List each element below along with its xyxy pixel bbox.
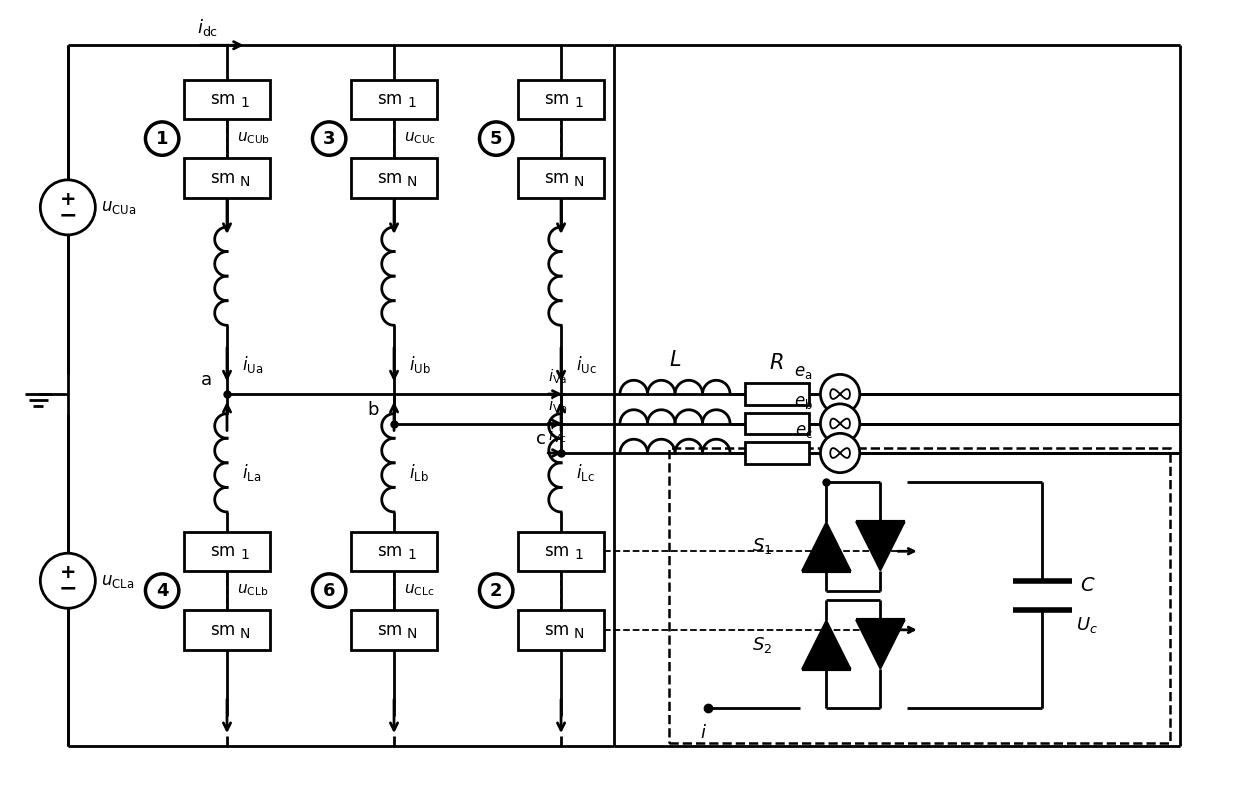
Text: $S_2$: $S_2$: [753, 634, 773, 654]
Text: 4: 4: [156, 581, 169, 599]
Text: $u_{\mathrm{CUc}}$: $u_{\mathrm{CUc}}$: [404, 131, 436, 146]
Text: $e_{\mathrm{a}}$: $e_{\mathrm{a}}$: [794, 364, 812, 381]
Bar: [518, 79, 604, 119]
Text: $e_{\mathrm{c}}$: $e_{\mathrm{c}}$: [795, 422, 812, 441]
Text: 1: 1: [241, 548, 249, 562]
Bar: [184, 611, 270, 649]
Text: 1: 1: [574, 548, 583, 562]
Text: $i_{\mathrm{Uc}}$: $i_{\mathrm{Uc}}$: [575, 354, 596, 375]
Circle shape: [312, 574, 346, 607]
Circle shape: [821, 375, 859, 414]
Bar: [351, 79, 438, 119]
Circle shape: [312, 122, 346, 156]
Text: 3: 3: [322, 129, 336, 148]
Text: $\mathrm{sm}$: $\mathrm{sm}$: [211, 169, 236, 187]
Text: $u_{\mathrm{CLa}}$: $u_{\mathrm{CLa}}$: [102, 572, 134, 590]
Polygon shape: [802, 620, 851, 669]
Bar: [745, 442, 808, 464]
Text: $\mathrm{sm}$: $\mathrm{sm}$: [544, 169, 570, 187]
Polygon shape: [856, 522, 905, 571]
Text: 6: 6: [322, 581, 336, 599]
Bar: [745, 384, 808, 405]
Text: a: a: [201, 371, 212, 389]
Circle shape: [41, 180, 95, 235]
Text: 5: 5: [490, 129, 502, 148]
Text: $\mathrm{sm}$: $\mathrm{sm}$: [377, 542, 403, 561]
Text: 1: 1: [574, 96, 583, 110]
Circle shape: [41, 553, 95, 608]
Text: $e_{\mathrm{b}}$: $e_{\mathrm{b}}$: [794, 393, 812, 411]
Circle shape: [145, 122, 179, 156]
Bar: [351, 611, 438, 649]
Text: 1: 1: [407, 96, 417, 110]
Text: $i$: $i$: [701, 724, 707, 742]
Text: $\mathrm{sm}$: $\mathrm{sm}$: [211, 621, 236, 639]
Bar: [351, 158, 438, 198]
Text: $i_{\mathrm{Vc}}$: $i_{\mathrm{Vc}}$: [548, 426, 567, 445]
Text: +: +: [60, 564, 76, 582]
Bar: [351, 532, 438, 571]
Text: N: N: [407, 626, 417, 641]
Text: $i_{\mathrm{Ua}}$: $i_{\mathrm{Ua}}$: [242, 354, 263, 375]
Text: $\mathrm{sm}$: $\mathrm{sm}$: [211, 542, 236, 561]
Text: $u_{\mathrm{CUa}}$: $u_{\mathrm{CUa}}$: [102, 198, 136, 217]
Bar: [745, 413, 808, 434]
Text: $u_{\mathrm{CLb}}$: $u_{\mathrm{CLb}}$: [237, 583, 268, 599]
Text: $U_c$: $U_c$: [1076, 615, 1097, 635]
Text: −: −: [58, 579, 77, 599]
Bar: [518, 158, 604, 198]
Text: $i_{\mathrm{Lb}}$: $i_{\mathrm{Lb}}$: [409, 462, 429, 484]
Text: $R$: $R$: [769, 353, 784, 372]
Text: N: N: [407, 175, 417, 189]
Circle shape: [821, 434, 859, 472]
Bar: [184, 79, 270, 119]
Text: $S_1$: $S_1$: [753, 536, 773, 557]
Text: 1: 1: [156, 129, 169, 148]
Text: c: c: [537, 430, 547, 448]
Text: $\mathrm{sm}$: $\mathrm{sm}$: [544, 91, 570, 108]
Text: 2: 2: [490, 581, 502, 599]
Circle shape: [821, 404, 859, 443]
Text: $u_{\mathrm{CUb}}$: $u_{\mathrm{CUb}}$: [237, 131, 270, 146]
Text: N: N: [239, 626, 250, 641]
Text: $i_{\mathrm{Va}}$: $i_{\mathrm{Va}}$: [548, 367, 568, 386]
Bar: [184, 532, 270, 571]
Text: 1: 1: [241, 96, 249, 110]
Circle shape: [480, 574, 513, 607]
Text: b: b: [368, 401, 379, 418]
Text: $\mathrm{sm}$: $\mathrm{sm}$: [211, 91, 236, 108]
Circle shape: [480, 122, 513, 156]
Circle shape: [145, 574, 179, 607]
Text: $\mathrm{sm}$: $\mathrm{sm}$: [377, 169, 403, 187]
Polygon shape: [802, 522, 851, 571]
Text: $\mathrm{sm}$: $\mathrm{sm}$: [544, 542, 570, 561]
Text: N: N: [239, 175, 250, 189]
Text: $u_{\mathrm{CLc}}$: $u_{\mathrm{CLc}}$: [404, 583, 434, 599]
Text: $\mathrm{sm}$: $\mathrm{sm}$: [377, 91, 403, 108]
Bar: [184, 158, 270, 198]
Text: C: C: [1080, 576, 1094, 596]
Text: $i_{\mathrm{Ub}}$: $i_{\mathrm{Ub}}$: [409, 354, 430, 375]
Bar: [518, 611, 604, 649]
Text: $\mathrm{sm}$: $\mathrm{sm}$: [544, 621, 570, 639]
Text: $\mathrm{sm}$: $\mathrm{sm}$: [377, 621, 403, 639]
Text: $i_{\mathrm{Lc}}$: $i_{\mathrm{Lc}}$: [575, 462, 594, 484]
Text: $L$: $L$: [668, 349, 681, 370]
Text: N: N: [574, 175, 584, 189]
Text: $i_{\mathrm{La}}$: $i_{\mathrm{La}}$: [242, 462, 260, 484]
Text: −: −: [58, 205, 77, 225]
Polygon shape: [856, 620, 905, 669]
Text: $i_{\mathrm{dc}}$: $i_{\mathrm{dc}}$: [197, 17, 218, 38]
Bar: [518, 532, 604, 571]
Text: 1: 1: [407, 548, 417, 562]
Text: +: +: [60, 190, 76, 209]
Text: $i_{\mathrm{Vb}}$: $i_{\mathrm{Vb}}$: [548, 396, 568, 415]
Bar: [670, 448, 1171, 743]
Text: N: N: [574, 626, 584, 641]
